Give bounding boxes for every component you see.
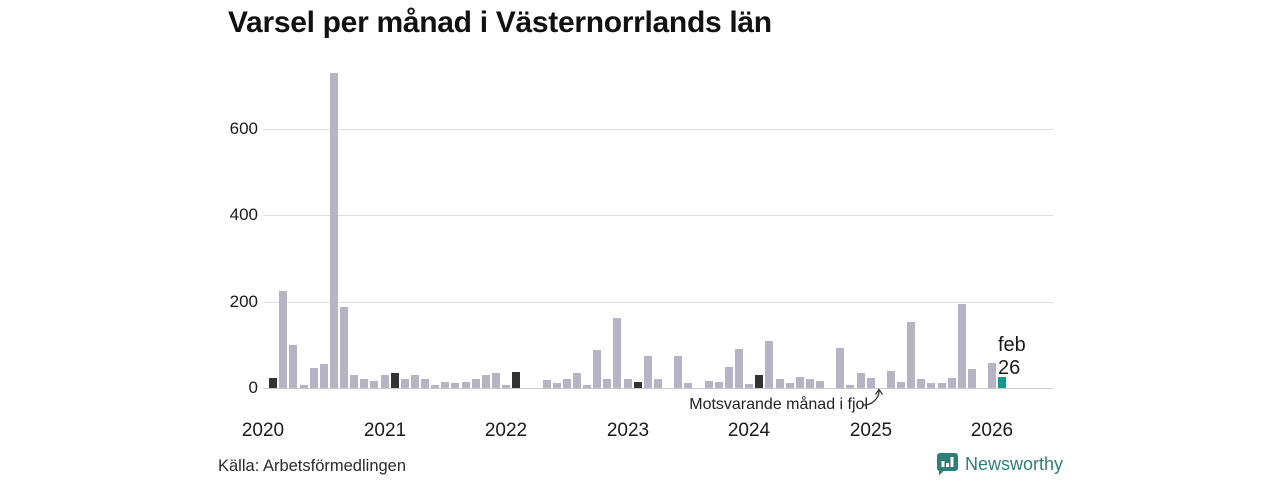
bar-2025-09 — [947, 378, 956, 388]
bar-2024-12 — [856, 373, 865, 388]
current-month-year: 26 — [998, 357, 1021, 379]
bar-2025-11 — [967, 369, 976, 388]
y-tick-label: 600 — [229, 119, 258, 138]
bar-2020-11 — [360, 379, 369, 388]
current-month-name: feb — [998, 334, 1026, 356]
current-month-label: feb 26 — [998, 334, 1042, 380]
bar-2023-10 — [714, 382, 723, 388]
y-tick-label: 200 — [229, 292, 258, 311]
gridline-400 — [263, 215, 1053, 216]
bar-2020-03 — [279, 291, 288, 388]
bar-2022-08 — [572, 373, 581, 388]
bar-2023-11 — [724, 367, 733, 388]
bar-2020-05 — [299, 385, 308, 388]
bar-2025-07 — [927, 383, 936, 388]
bar-2024-03 — [765, 341, 774, 388]
y-tick-label: 400 — [229, 205, 258, 224]
bar-2020-10 — [350, 375, 359, 388]
bar-2023-03 — [643, 356, 652, 388]
bar-2023-09 — [704, 381, 713, 388]
bar-2020-02 — [269, 378, 278, 388]
bar-2022-07 — [562, 379, 571, 388]
bar-2020-08 — [329, 73, 338, 388]
bar-2021-01 — [380, 375, 389, 388]
bar-2025-03 — [886, 371, 895, 388]
bar-2020-12 — [370, 381, 379, 388]
bar-2021-03 — [400, 379, 409, 388]
bar-2025-05 — [907, 322, 916, 388]
newsworthy-branding: Newsworthy — [936, 452, 1063, 476]
bar-2023-06 — [674, 356, 683, 388]
bar-2021-10 — [471, 379, 480, 388]
bar-2022-11 — [603, 379, 612, 388]
bar-2020-04 — [289, 345, 298, 388]
bar-2020-06 — [309, 368, 318, 388]
bar-2023-04 — [654, 379, 662, 388]
bar-2022-09 — [583, 385, 592, 388]
bar-2020-07 — [319, 364, 328, 388]
bar-2024-08 — [816, 381, 824, 388]
x-tick-label-2026: 2026 — [970, 420, 1014, 441]
bar-2023-02 — [633, 382, 642, 388]
bar-2025-04 — [897, 382, 905, 388]
y-tick-label: 0 — [248, 378, 258, 397]
bar-chart-bubble-icon — [936, 453, 958, 476]
bar-2021-07 — [441, 382, 450, 388]
bar-2021-04 — [410, 375, 419, 388]
bar-2024-01 — [745, 384, 754, 388]
bar-2021-12 — [491, 373, 500, 388]
gridline-600 — [263, 129, 1053, 130]
bar-2022-01 — [502, 385, 510, 388]
source-credit: Källa: Arbetsförmedlingen — [218, 457, 407, 475]
bar-2023-07 — [684, 383, 693, 388]
x-tick-label-2023: 2023 — [606, 420, 650, 441]
brand-name: Newsworthy — [965, 453, 1064, 474]
bar-2024-06 — [795, 377, 804, 388]
curved-arrow-icon — [861, 388, 884, 406]
bar-2022-05 — [542, 380, 551, 388]
x-tick-label-2024: 2024 — [727, 420, 771, 441]
bar-2022-10 — [593, 350, 602, 388]
bar-2024-07 — [805, 379, 814, 388]
last-year-annotation: Motsvarande månad i fjol — [689, 396, 868, 413]
bar-2022-06 — [552, 383, 561, 388]
bar-2024-05 — [785, 383, 794, 388]
bar-2023-01 — [623, 379, 632, 388]
gridline-200 — [263, 302, 1053, 303]
bar-2021-11 — [481, 375, 490, 388]
bar-2020-09 — [340, 307, 348, 388]
chart-title: Varsel per månad i Västernorrlands län — [228, 6, 772, 39]
x-tick-label-2025: 2025 — [849, 420, 893, 441]
bar-2025-06 — [917, 379, 926, 388]
bar-2025-10 — [957, 304, 966, 388]
bar-2021-02 — [390, 373, 399, 388]
bar-2021-06 — [431, 385, 440, 388]
x-tick-label-2020: 2020 — [241, 420, 285, 441]
bar-2025-08 — [937, 383, 946, 388]
x-axis-line — [263, 388, 1053, 389]
bar-2026-01 — [988, 363, 997, 388]
x-tick-label-2021: 2021 — [363, 420, 407, 441]
bar-2024-02 — [755, 375, 764, 388]
bar-2021-08 — [451, 383, 460, 388]
bar-2024-11 — [846, 385, 855, 388]
bar-2024-10 — [836, 348, 845, 388]
bar-2021-09 — [461, 382, 470, 388]
bar-2022-02 — [512, 372, 521, 388]
bar-2022-12 — [613, 318, 622, 388]
bar-2021-05 — [421, 379, 429, 388]
bar-2026-02 — [998, 377, 1007, 388]
bar-2025-01 — [866, 378, 875, 388]
bar-2023-12 — [735, 349, 743, 388]
x-tick-label-2022: 2022 — [484, 420, 528, 441]
bar-2024-04 — [775, 379, 784, 388]
